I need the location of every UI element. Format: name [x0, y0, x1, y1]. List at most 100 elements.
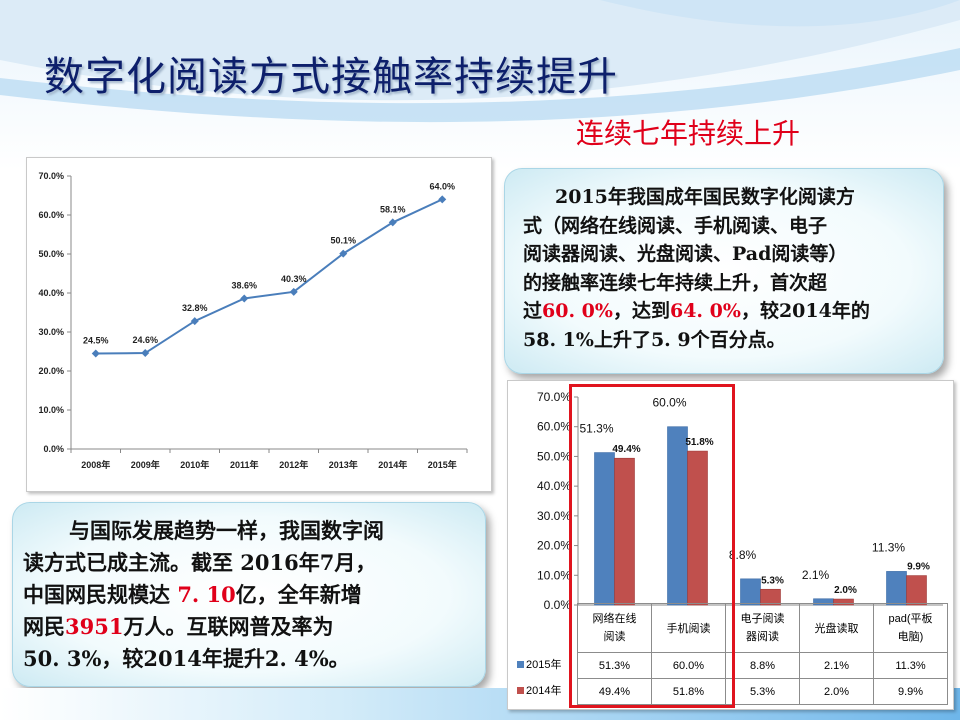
slide-title: 数字化阅读方式接触率持续提升: [44, 54, 618, 100]
y-tick-label: 50.0%: [38, 249, 64, 259]
y-tick-label: 70.0%: [537, 390, 571, 404]
header-swoosh: [0, 0, 960, 123]
text: ，达到: [612, 300, 670, 322]
x-tick-label: 2015年: [428, 459, 457, 470]
data-label: 24.5%: [83, 335, 109, 345]
bar: [906, 575, 927, 606]
data-point: [190, 317, 199, 326]
y-tick-label: 30.0%: [537, 509, 571, 523]
table-header-cell: 电子阅读 器阅读: [725, 603, 800, 653]
legend-swatch: [517, 687, 524, 694]
bar-data-table: 网络在线阅读 手机阅读 电子阅读器阅读 光盘读取 pad(平板 电脑) 51.3%…: [577, 603, 948, 705]
data-point: [141, 349, 150, 358]
data-label: 60.0%: [652, 396, 686, 410]
y-tick-label: 20.0%: [38, 366, 64, 376]
category-label: 网络在线: [592, 613, 637, 625]
y-tick-label: 0.0%: [43, 444, 64, 454]
legend-label: 2015年: [526, 659, 562, 671]
y-tick-label: 30.0%: [38, 327, 64, 337]
table-header-cell: 网络在线 阅读: [577, 603, 652, 653]
text: 万人。互联网普及率为: [123, 614, 334, 639]
line-chart: 0.0% 10.0% 20.0% 30.0% 40.0% 50.0% 60.0% 70.0% 2…: [38, 171, 468, 470]
text: ，较2014年的: [740, 300, 870, 322]
note-right-line: 阅读器阅读、光盘阅读、Pad阅读等）: [523, 243, 848, 265]
category-label: 阅读: [603, 631, 626, 643]
bar: [886, 571, 907, 606]
data-label: 38.6%: [231, 280, 257, 290]
x-tick-label: 2008年: [81, 459, 110, 470]
category-label: 电子阅读: [740, 613, 785, 625]
y-tick-label: 40.0%: [537, 479, 571, 493]
line-chart-panel: 0.0% 10.0% 20.0% 30.0% 40.0% 50.0% 60.0% 70.0% 2…: [26, 157, 492, 492]
table-row-2015: 51.3% 60.0% 8.8% 2.1% 11.3%: [577, 652, 948, 679]
table-header-row: 网络在线阅读 手机阅读 电子阅读器阅读 光盘读取 pad(平板 电脑): [577, 603, 948, 653]
category-label: 电脑): [897, 631, 924, 643]
category-label: 器阅读: [746, 631, 779, 643]
x-tick-label: 2014年: [378, 459, 407, 470]
y-tick-label: 40.0%: [38, 288, 64, 298]
note-left-line: 50. 3%，较2014年提升2. 4%。: [23, 646, 350, 671]
highlight-value: 3951: [65, 614, 124, 639]
text: 亿，全年新增: [235, 582, 362, 607]
y-tick-label: 10.0%: [38, 405, 64, 415]
category-label: 手机阅读: [666, 623, 711, 635]
text: 中国网民规模达: [23, 582, 178, 607]
line-series: [95, 198, 443, 355]
table-cell: 5.3%: [725, 678, 800, 705]
slide-subtitle: 连续七年持续上升: [576, 117, 801, 150]
table-cell: 2.1%: [799, 652, 874, 679]
note-left-line: 中国网民规模达 7. 10亿，全年新增: [23, 579, 384, 611]
data-point: [240, 294, 249, 303]
legend-swatch: [517, 661, 524, 668]
table-row-2014: 49.4% 51.8% 5.3% 2.0% 9.9%: [577, 678, 948, 705]
x-tick-label: 2012年: [279, 459, 308, 470]
data-label: 51.8%: [685, 437, 713, 448]
note-left: 与国际发展趋势一样，我国数字阅 读方式已成主流。截至 2016年7月， 中国网民…: [12, 502, 486, 687]
legend-label: 2014年: [526, 685, 562, 697]
y-tick-label: 20.0%: [537, 539, 571, 553]
table-cell: 51.3%: [577, 652, 652, 679]
y-tick-label: 10.0%: [537, 568, 571, 582]
text: 过: [523, 300, 543, 322]
y-tick-label: 70.0%: [38, 171, 64, 181]
x-tick-label: 2013年: [329, 459, 358, 470]
data-label: 64.0%: [429, 181, 455, 191]
data-label: 32.8%: [182, 303, 208, 313]
note-left-line: 读方式已成主流。截至 2016年7月，: [23, 550, 377, 575]
highlight-frame: [569, 384, 735, 708]
table-cell: 49.4%: [577, 678, 652, 705]
note-right: 2015年我国成年国民数字化阅读方 式（网络在线阅读、手机阅读、电子 阅读器阅读…: [504, 168, 944, 374]
note-right-line: 58. 1%上升了5. 9个百分点。: [523, 328, 786, 351]
bar: [740, 578, 761, 606]
data-label: 5.3%: [761, 575, 784, 586]
data-label: 2.0%: [834, 585, 857, 596]
data-label: 11.3%: [872, 540, 905, 554]
data-point: [289, 287, 298, 296]
x-tick-label: 2011年: [230, 459, 259, 470]
table-cell: 9.9%: [873, 678, 948, 705]
data-label: 8.8%: [729, 548, 757, 562]
data-point: [91, 349, 100, 358]
note-right-line: 式（网络在线阅读、手机阅读、电子: [523, 214, 828, 237]
y-tick-label: 0.0%: [544, 598, 572, 612]
data-label: 49.4%: [612, 444, 640, 455]
table-cell: 2.0%: [799, 678, 874, 705]
table-cell: 11.3%: [873, 652, 948, 679]
y-tick-label: 50.0%: [537, 449, 571, 463]
table-header-cell: 光盘读取: [799, 603, 874, 653]
y-tick-label: 60.0%: [38, 210, 64, 220]
legend-2014: 2014年: [517, 682, 561, 698]
text: 网民: [23, 614, 65, 639]
data-label: 50.1%: [330, 236, 356, 246]
highlight-value: 60. 0%: [542, 300, 613, 322]
data-point: [388, 218, 397, 227]
data-label: 9.9%: [907, 562, 930, 573]
category-label: pad(平板: [888, 613, 933, 625]
data-point: [438, 195, 447, 204]
note-left-line: 与国际发展趋势一样，我国数字阅: [69, 518, 384, 543]
highlight-value: 7. 10: [177, 582, 236, 607]
x-tick-label: 2010年: [180, 459, 209, 470]
category-label: 光盘读取: [814, 623, 859, 635]
table-cell: 8.8%: [725, 652, 800, 679]
data-label: 58.1%: [380, 204, 406, 214]
